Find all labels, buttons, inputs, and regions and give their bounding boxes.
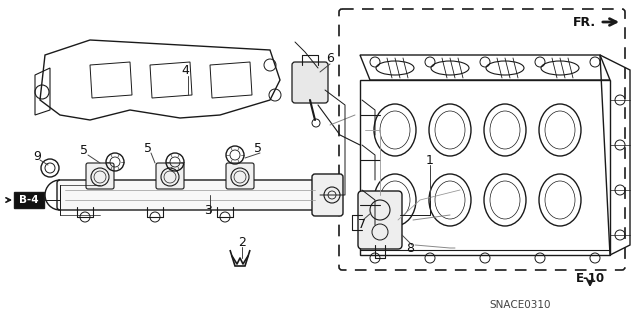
Text: 2: 2	[238, 235, 246, 249]
Text: B-4: B-4	[19, 195, 39, 205]
FancyBboxPatch shape	[312, 174, 343, 216]
Text: 5: 5	[80, 144, 88, 157]
FancyBboxPatch shape	[156, 163, 184, 189]
Text: 6: 6	[326, 51, 334, 64]
FancyBboxPatch shape	[358, 191, 402, 249]
Text: 5: 5	[254, 142, 262, 154]
Text: FR.: FR.	[573, 16, 596, 28]
FancyBboxPatch shape	[292, 62, 328, 103]
Text: 8: 8	[406, 241, 414, 255]
Text: E-10: E-10	[575, 271, 605, 285]
Text: 4: 4	[181, 63, 189, 77]
FancyBboxPatch shape	[14, 192, 44, 208]
Text: 3: 3	[204, 204, 212, 217]
Text: 5: 5	[144, 142, 152, 154]
FancyBboxPatch shape	[86, 163, 114, 189]
Text: 1: 1	[426, 153, 434, 167]
FancyBboxPatch shape	[226, 163, 254, 189]
Text: 7: 7	[358, 219, 366, 232]
Text: 9: 9	[33, 150, 41, 162]
Text: SNACE0310: SNACE0310	[489, 300, 551, 310]
FancyBboxPatch shape	[57, 180, 323, 210]
